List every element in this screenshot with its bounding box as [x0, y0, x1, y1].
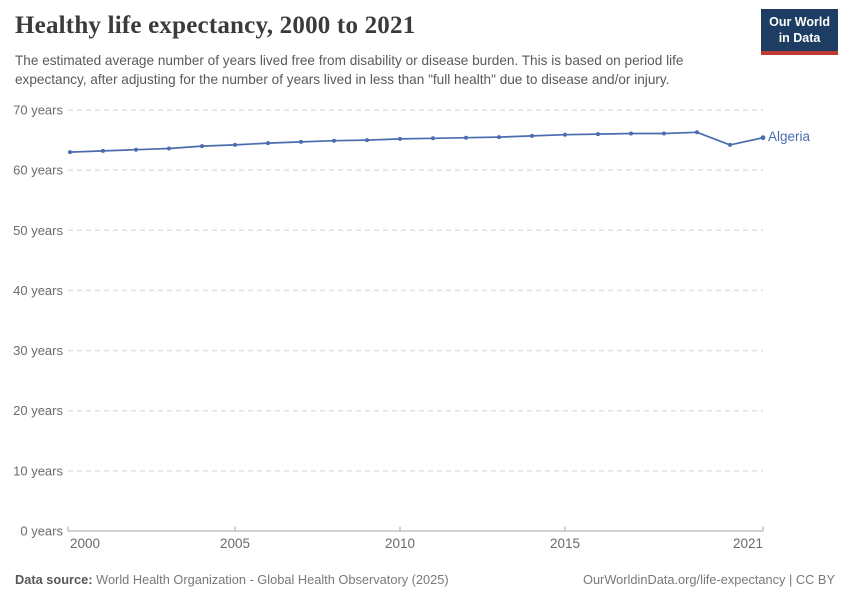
y-axis-tick-label: 60 years [13, 163, 63, 178]
credit-link[interactable]: OurWorldinData.org/life-expectancy | CC … [582, 572, 835, 587]
series-entity-label: Algeria [768, 129, 811, 144]
data-point-2005 [233, 142, 237, 147]
data-point-2019 [695, 130, 699, 135]
data-point-2004 [200, 144, 204, 149]
y-axis-tick-label: 30 years [13, 343, 63, 358]
chart-footer: Data source: World Health Organization -… [15, 572, 835, 587]
data-source-note: Data source: World Health Organization -… [15, 572, 449, 587]
x-axis-tick-label: 2000 [70, 536, 100, 551]
data-point-2013 [497, 135, 501, 140]
data-point-2001 [101, 148, 105, 153]
chart-subtitle: The estimated average number of years li… [15, 53, 684, 88]
y-axis-tick-label: 10 years [13, 463, 63, 478]
data-source-text: World Health Organization - Global Healt… [96, 572, 449, 587]
data-point-2011 [431, 136, 435, 141]
y-axis-tick-label: 20 years [13, 403, 63, 418]
x-axis-tick-label: 2021 [733, 536, 763, 551]
data-point-2000 [68, 150, 72, 155]
y-axis-tick-label: 0 years [20, 524, 63, 539]
data-source-label: Data source: [15, 572, 93, 587]
line-series-algeria [69, 131, 764, 153]
data-point-2015 [563, 132, 567, 137]
y-axis-tick-label: 40 years [13, 283, 63, 298]
data-point-2017 [629, 131, 633, 136]
data-point-2018 [662, 131, 666, 136]
y-axis-tick-label: 70 years [13, 103, 63, 118]
owid-logo-line2: in Data [778, 31, 821, 46]
x-axis-tick-label: 2010 [385, 536, 415, 551]
x-axis-tick-label: 2015 [550, 536, 580, 551]
data-point-2009 [365, 138, 369, 143]
data-point-2016 [596, 132, 600, 137]
chart-title: Healthy life expectancy, 2000 to 2021 [15, 12, 416, 39]
data-point-2006 [266, 141, 270, 146]
data-point-2020 [728, 142, 732, 147]
data-point-2014 [530, 133, 534, 138]
owid-logo: Our World in Data [761, 9, 838, 55]
data-point-2021 [760, 135, 766, 141]
data-point-2008 [332, 138, 336, 143]
y-axis-tick-label: 50 years [13, 223, 63, 238]
data-point-2003 [167, 146, 171, 151]
data-point-2007 [299, 139, 303, 144]
owid-logo-line1: Our World [769, 15, 830, 29]
x-axis-tick-label: 2005 [220, 536, 250, 551]
data-point-2002 [134, 147, 138, 152]
data-point-2012 [464, 135, 468, 140]
data-point-2010 [398, 136, 402, 141]
